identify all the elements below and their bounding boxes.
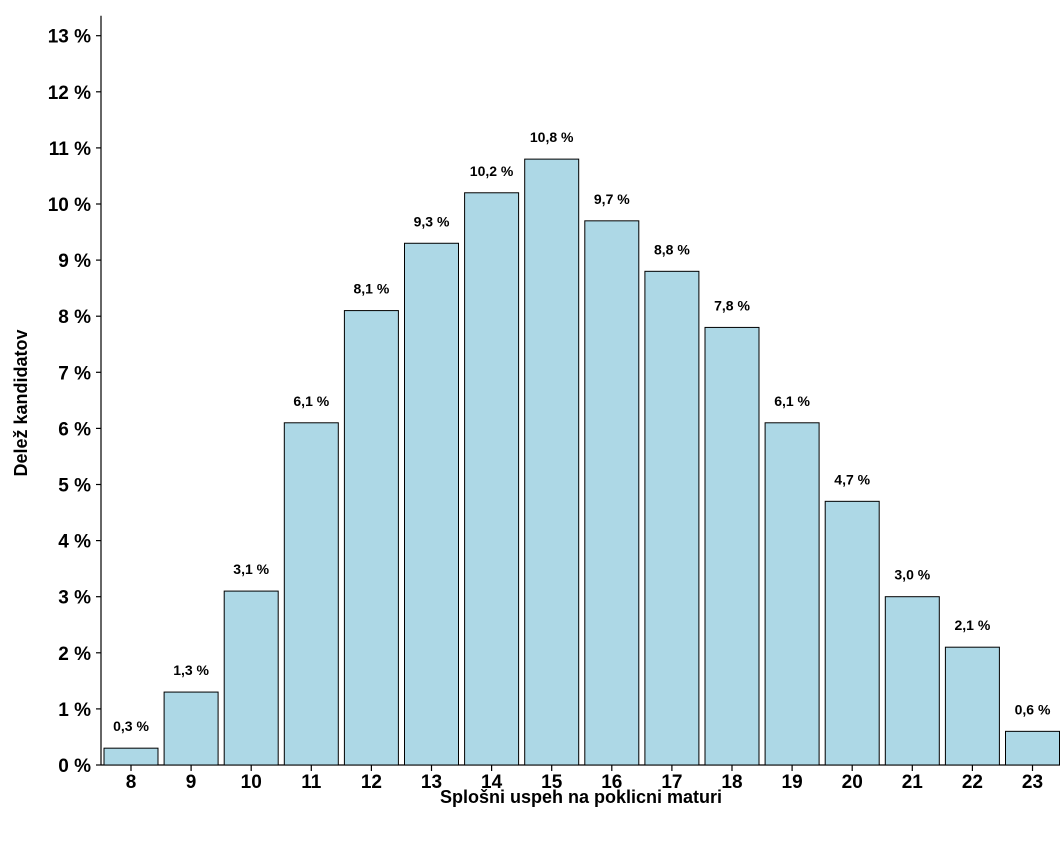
x-axis-title: Splošni uspeh na poklicni maturi: [440, 787, 722, 807]
bar-10: [223, 590, 279, 766]
x-tick-label: 16: [601, 772, 622, 793]
bar-value-label: 3,1 %: [233, 561, 269, 577]
y-tick-label: 1 %: [58, 700, 91, 721]
y-tick-label: 8 %: [58, 307, 91, 328]
y-axis-title: Delež kandidatov: [11, 329, 31, 476]
x-tick-label: 23: [1022, 772, 1043, 793]
x-tick-label: 11: [301, 772, 322, 793]
y-tick-label: 6 %: [58, 419, 91, 440]
bar-9: [163, 691, 219, 766]
x-tick-label: 8: [126, 772, 137, 793]
bar-value-label: 6,1 %: [293, 393, 329, 409]
bar-value-label: 8,8 %: [654, 241, 690, 257]
x-tick-label: 20: [842, 772, 863, 793]
x-tick-label: 15: [541, 772, 563, 793]
bar-value-label: 10,2 %: [470, 163, 514, 179]
bar-14: [464, 192, 520, 766]
bar-value-label: 8,1 %: [353, 281, 389, 297]
x-tick-label: 14: [481, 772, 503, 793]
y-tick-label: 9 %: [58, 251, 91, 272]
y-tick-label: 4 %: [58, 532, 91, 553]
bar-20: [824, 500, 880, 766]
x-tick-label: 17: [661, 772, 682, 793]
y-tick-label: 11 %: [49, 139, 91, 160]
bar-value-label: 2,1 %: [954, 617, 990, 633]
bar-13: [404, 242, 459, 766]
data-labels: 0,3 % 1,3 % 3,1 % 6,1 % 8,1 % 9,3 % 10,2 % 10,8…: [113, 129, 1051, 734]
y-axis: 0 % 1 % 2 % 3 % 4 % 5 % 6 % 7 % 8 % 9 % 10 % 11 % 12…: [48, 15, 102, 777]
x-tick-label: 13: [421, 772, 442, 793]
bar-value-label: 0,6 %: [1015, 701, 1051, 717]
bar-17: [644, 270, 700, 766]
bar-value-label: 6,1 %: [774, 393, 810, 409]
y-tick-label: 7 %: [58, 363, 91, 384]
x-tick-label: 10: [241, 772, 262, 793]
bar-16: [584, 220, 640, 766]
bar-19: [764, 422, 820, 766]
bar-11: [283, 422, 339, 766]
bar-value-label: 10,8 %: [530, 129, 574, 145]
bar-12: [343, 310, 399, 766]
y-tick-label: 3 %: [58, 588, 91, 609]
bar-value-label: 3,0 %: [894, 567, 930, 583]
bar-18: [704, 326, 760, 766]
x-tick-label: 18: [721, 772, 742, 793]
bar-23: [1005, 730, 1060, 766]
y-tick-label: 0 %: [58, 756, 91, 777]
x-tick-label: 21: [902, 772, 924, 793]
bar-value-label: 7,8 %: [714, 297, 750, 313]
y-tick-label: 10 %: [48, 195, 91, 216]
y-tick-label: 12 %: [48, 83, 91, 104]
bar-value-label: 9,3 %: [414, 213, 450, 229]
bar-value-label: 4,7 %: [834, 471, 870, 487]
bar-value-label: 9,7 %: [594, 191, 630, 207]
bar-value-label: 1,3 %: [173, 662, 209, 678]
y-tick-label: 5 %: [58, 476, 91, 497]
x-axis: 8 9 10 11 12 13 14 15 16 17 18 19 20 21 22 23: [101, 764, 1060, 793]
y-tick-label: 2 %: [58, 644, 91, 665]
bar-8: [103, 747, 159, 766]
bars: [103, 158, 1060, 766]
bar-22: [944, 646, 1000, 766]
y-tick-label: 13 %: [48, 27, 91, 48]
bar-21: [884, 596, 940, 766]
x-tick-label: 12: [361, 772, 382, 793]
x-tick-label: 19: [782, 772, 803, 793]
x-tick-label: 22: [962, 772, 983, 793]
bar-15: [524, 158, 580, 766]
bar-value-label: 0,3 %: [113, 718, 149, 734]
x-tick-label: 9: [186, 772, 197, 793]
